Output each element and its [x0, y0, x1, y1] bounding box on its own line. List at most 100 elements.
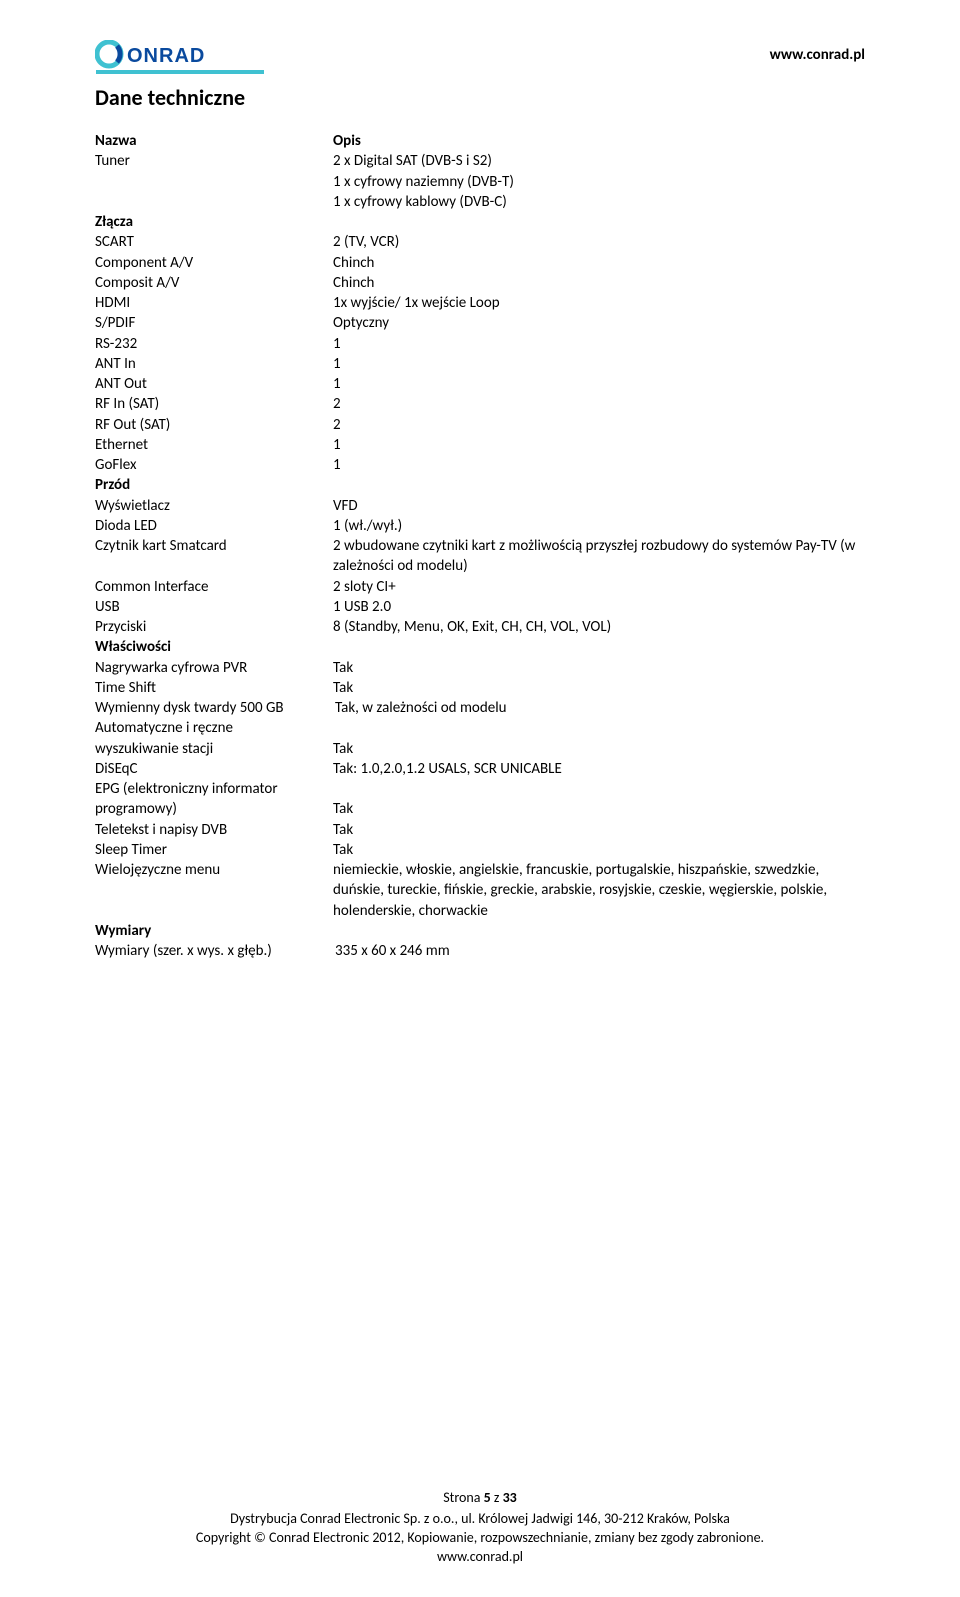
col-desc: Opis: [333, 131, 865, 151]
page-header: ONRAD www.conrad.pl: [95, 40, 865, 76]
row-value: Tak: [333, 799, 865, 819]
row-label: Dioda LED: [95, 516, 333, 536]
table-row: ANT Out1: [95, 374, 865, 394]
row-value: 2 (TV, VCR): [333, 232, 865, 252]
row-value: Tak: 1.0,2.0,1.2 USALS, SCR UNICABLE: [333, 759, 865, 779]
table-row: SCART2 (TV, VCR): [95, 232, 865, 252]
row-label: Composit A/V: [95, 273, 333, 293]
row-value: Tak: [333, 678, 865, 698]
table-row: EPG (elektroniczny informator: [95, 779, 865, 799]
table-row: RF In (SAT)2: [95, 394, 865, 414]
row-value: 1 x cyfrowy kablowy (DVB-C): [333, 192, 865, 212]
row-label: Sleep Timer: [95, 840, 333, 860]
table-row: Composit A/VChinch: [95, 273, 865, 293]
table-row: RF Out (SAT)2: [95, 415, 865, 435]
row-label: Przyciski: [95, 617, 333, 637]
table-row: Złącza: [95, 212, 865, 232]
row-label: Nagrywarka cyfrowa PVR: [95, 658, 333, 678]
table-row: wyszukiwanie stacjiTak: [95, 739, 865, 759]
section-title: Dane techniczne: [95, 84, 865, 111]
row-label: Teletekst i napisy DVB: [95, 820, 333, 840]
row-value: 335 x 60 x 246 mm: [335, 941, 865, 961]
row-label: DiSEqC: [95, 759, 333, 779]
table-row: Common Interface2 sloty CI+: [95, 577, 865, 597]
table-row: WyświetlaczVFD: [95, 496, 865, 516]
table-row: Wymiary (szer. x wys. x głęb.)335 x 60 x…: [95, 941, 865, 961]
table-row: Ethernet1: [95, 435, 865, 455]
row-value: Tak: [333, 840, 865, 860]
table-row: Przyciski8 (Standby, Menu, OK, Exit, CH,…: [95, 617, 865, 637]
table-row: Component A/VChinch: [95, 253, 865, 273]
row-label: EPG (elektroniczny informator: [95, 779, 333, 799]
row-label: Złącza: [95, 212, 333, 232]
table-row: Wymiary: [95, 921, 865, 941]
table-header-row: Nazwa Opis: [95, 131, 865, 151]
table-row: Przód: [95, 475, 865, 495]
table-row: Dioda LED1 (wł./wył.): [95, 516, 865, 536]
logo: ONRAD: [95, 40, 265, 76]
table-row: Teletekst i napisy DVBTak: [95, 820, 865, 840]
table-row: HDMI1x wyjście/ 1x wejście Loop: [95, 293, 865, 313]
row-label: programowy): [95, 799, 333, 819]
row-label: Wyświetlacz: [95, 496, 333, 516]
row-label: Tuner: [95, 151, 333, 171]
row-label: GoFlex: [95, 455, 333, 475]
row-label: Time Shift: [95, 678, 333, 698]
row-value: 1: [333, 334, 865, 354]
row-label: RF Out (SAT): [95, 415, 333, 435]
row-value: Optyczny: [333, 313, 865, 333]
row-value: 1: [333, 435, 865, 455]
row-label: ANT Out: [95, 374, 333, 394]
table-row: 1 x cyfrowy kablowy (DVB-C): [95, 192, 865, 212]
row-label: Common Interface: [95, 577, 333, 597]
logo-text: ONRAD: [127, 45, 205, 67]
row-value: 1x wyjście/ 1x wejście Loop: [333, 293, 865, 313]
table-row: GoFlex1: [95, 455, 865, 475]
row-label: SCART: [95, 232, 333, 252]
conrad-logo-icon: ONRAD: [95, 40, 265, 76]
row-label: RS-232: [95, 334, 333, 354]
page-total: 33: [503, 1489, 517, 1506]
row-value: 2 x Digital SAT (DVB-S i S2): [333, 151, 865, 171]
table-row: Time ShiftTak: [95, 678, 865, 698]
table-row: RS-2321: [95, 334, 865, 354]
row-label: Wielojęzyczne menu: [95, 860, 333, 880]
row-label: Wymienny dysk twardy 500 GB: [95, 698, 333, 718]
row-value: Chinch: [333, 253, 865, 273]
row-value: Tak: [333, 739, 865, 759]
specs-table: Nazwa Opis Tuner2 x Digital SAT (DVB-S i…: [95, 131, 865, 961]
row-value: 2: [333, 394, 865, 414]
row-value: 8 (Standby, Menu, OK, Exit, CH, CH, VOL,…: [333, 617, 865, 637]
table-row: Sleep TimerTak: [95, 840, 865, 860]
table-row: programowy)Tak: [95, 799, 865, 819]
page-footer: Strona 5 z 33 Dystrybucja Conrad Electro…: [0, 1489, 960, 1567]
table-row: 1 x cyfrowy naziemny (DVB-T): [95, 172, 865, 192]
row-label: Właściwości: [95, 637, 333, 657]
row-label: Wymiary (szer. x wys. x głęb.): [95, 941, 333, 961]
page-current: 5: [484, 1489, 491, 1506]
row-label: HDMI: [95, 293, 333, 313]
row-label: Component A/V: [95, 253, 333, 273]
page-label-prefix: Strona: [443, 1489, 483, 1506]
row-value: Tak, w zależności od modelu: [335, 698, 865, 718]
table-row: Wielojęzyczne menuniemieckie, włoskie, a…: [95, 860, 865, 921]
row-label: Ethernet: [95, 435, 333, 455]
row-value: VFD: [333, 496, 865, 516]
table-row: S/PDIFOptyczny: [95, 313, 865, 333]
page-sep: z: [491, 1489, 503, 1506]
row-value: 1: [333, 374, 865, 394]
col-name: Nazwa: [95, 131, 333, 151]
row-label: Przód: [95, 475, 333, 495]
header-url: www.conrad.pl: [770, 46, 865, 64]
row-label: S/PDIF: [95, 313, 333, 333]
row-label: wyszukiwanie stacji: [95, 739, 333, 759]
table-row: Właściwości: [95, 637, 865, 657]
page-number: Strona 5 z 33: [0, 1489, 960, 1508]
row-label: Czytnik kart Smatcard: [95, 536, 333, 556]
row-label: ANT In: [95, 354, 333, 374]
row-value: Chinch: [333, 273, 865, 293]
row-label: Wymiary: [95, 921, 333, 941]
table-row: Nagrywarka cyfrowa PVRTak: [95, 658, 865, 678]
table-row: ANT In1: [95, 354, 865, 374]
row-value: 2 wbudowane czytniki kart z możliwością …: [333, 536, 865, 577]
